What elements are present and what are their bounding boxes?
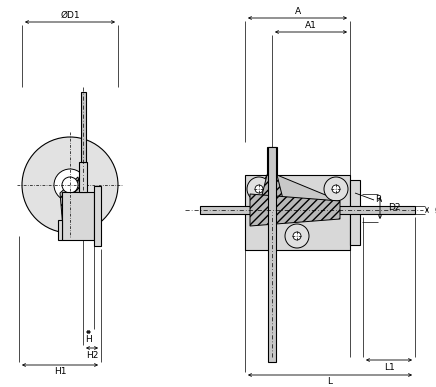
Text: H1: H1 (54, 368, 66, 377)
Text: ØD: ØD (435, 205, 436, 214)
Text: H2: H2 (86, 351, 98, 360)
Polygon shape (60, 177, 92, 240)
Polygon shape (255, 175, 340, 201)
Polygon shape (259, 175, 285, 213)
Text: L: L (327, 377, 333, 387)
Circle shape (285, 224, 309, 248)
Text: L1: L1 (384, 363, 395, 372)
Circle shape (293, 232, 301, 240)
Bar (94, 186, 101, 246)
Bar (268, 147, 276, 362)
Bar (200, 206, 415, 214)
Text: A: A (294, 7, 300, 15)
Circle shape (332, 185, 340, 193)
Bar (350, 180, 360, 245)
Polygon shape (250, 194, 340, 226)
Circle shape (54, 169, 86, 201)
Text: H: H (85, 334, 92, 344)
Text: D2: D2 (388, 204, 401, 212)
Circle shape (324, 177, 348, 201)
Bar (79, 162, 87, 192)
Text: A1: A1 (305, 21, 317, 29)
Circle shape (247, 177, 271, 201)
Circle shape (22, 137, 118, 233)
Text: ØD1: ØD1 (60, 10, 80, 19)
Bar (58, 220, 62, 240)
Text: R: R (375, 195, 381, 204)
Bar (245, 175, 350, 250)
Circle shape (255, 185, 263, 193)
Bar (81, 92, 86, 162)
Circle shape (62, 177, 78, 193)
Bar (62, 192, 94, 240)
Bar (267, 147, 277, 175)
